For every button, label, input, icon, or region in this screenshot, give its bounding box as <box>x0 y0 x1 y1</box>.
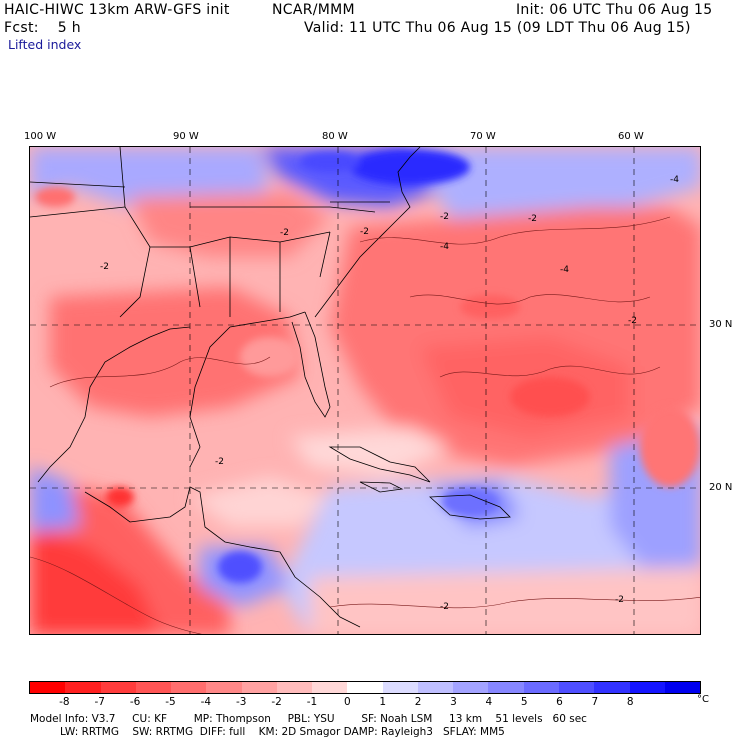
forecast-hour: Fcst: 5 h <box>4 20 81 36</box>
colorbar-tick-label: -1 <box>306 696 318 708</box>
colorbar <box>29 681 701 694</box>
colorbar-tick-label: 2 <box>414 696 422 708</box>
colorbar-segment <box>135 682 172 693</box>
colorbar-segment <box>664 682 701 693</box>
colorbar-segment <box>312 682 348 693</box>
colorbar-segment <box>417 682 454 693</box>
contour-label: -2 <box>528 214 537 224</box>
contour-label-layer: -2 -2 -2 -2 -2 -2 -4 -4 -4 -2 -2 -2 <box>100 175 679 612</box>
valid-time: Valid: 11 UTC Thu 06 Aug 15 (09 LDT Thu … <box>304 20 691 36</box>
colorbar-tick-label: -4 <box>200 696 212 708</box>
field-name: Lifted index <box>8 37 82 52</box>
contour-lines <box>30 216 700 634</box>
colorbar-tick-label: 8 <box>626 696 634 708</box>
colorbar-unit: °C <box>697 694 709 705</box>
lon-label-80w: 80 W <box>322 131 348 142</box>
colorbar-segment <box>241 682 277 693</box>
init-time: Init: 06 UTC Thu 06 Aug 15 <box>516 2 713 18</box>
colorbar-tick-label: 4 <box>485 696 493 708</box>
lat-label-20n: 20 N <box>709 482 733 493</box>
colorbar-segment <box>629 682 665 693</box>
colorbar-tick-label: 3 <box>450 696 457 708</box>
lon-label-60w: 60 W <box>618 131 644 142</box>
contour-label: -4 <box>670 175 679 185</box>
colorbar-segment <box>100 682 136 693</box>
lon-label-100w: 100 W <box>24 131 57 142</box>
model-title: HAIC-HIWC 13km ARW-GFS init <box>4 2 230 18</box>
contour-label: -2 <box>100 262 109 272</box>
contour-label: -2 <box>440 602 449 612</box>
contour-label: -2 <box>440 212 449 222</box>
field-detail <box>35 149 700 583</box>
colorbar-tick-label: 6 <box>556 696 563 708</box>
colorbar-segment <box>594 682 630 693</box>
colorbar-segment <box>171 682 207 693</box>
colorbar-tick-label: -7 <box>94 696 105 708</box>
contour-label: -2 <box>280 228 289 238</box>
contour-label: -2 <box>360 227 369 237</box>
colorbar-segment <box>30 682 66 693</box>
colorbar-tick-label: 0 <box>343 696 351 708</box>
colorbar-tick-label: 1 <box>379 696 387 708</box>
lat-label-30n: 30 N <box>709 319 733 330</box>
colorbar-segment <box>488 682 524 693</box>
colorbar-segment <box>65 682 101 693</box>
colorbar-tick-label: -2 <box>271 696 282 708</box>
colorbar-labels: -8 -7 -6 -5 -4 -3 -2 -1 0 1 2 3 4 5 6 7 8 <box>29 696 701 708</box>
coastlines-borders <box>30 147 511 628</box>
colorbar-segment <box>347 682 383 693</box>
lon-label-70w: 70 W <box>470 131 496 142</box>
colorbar-tick-label: -5 <box>165 696 176 708</box>
colorbar-segment <box>206 682 242 693</box>
contour-label: -2 <box>615 595 624 605</box>
model-info-line2: LW: RRTMG SW: RRTMG DIFF: full KM: 2D Sm… <box>30 726 505 738</box>
colorbar-segment <box>382 682 418 693</box>
org-label: NCAR/MMM <box>272 2 355 18</box>
lifted-index-map: -2 -2 -2 -2 -2 -2 -4 -4 -4 -2 -2 -2 <box>29 146 701 635</box>
map-canvas: -2 -2 -2 -2 -2 -2 -4 -4 -4 -2 -2 -2 <box>30 147 700 634</box>
contour-label: -2 <box>628 316 637 326</box>
contour-label: -2 <box>215 457 224 467</box>
contour-label: -4 <box>560 265 569 275</box>
colorbar-tick-label: 7 <box>591 696 599 708</box>
colorbar-tick-label: -8 <box>59 696 70 708</box>
colorbar-segment <box>276 682 313 693</box>
colorbar-segment <box>453 682 489 693</box>
colorbar-tick-label: 5 <box>520 696 528 708</box>
colorbar-segment <box>523 682 559 693</box>
colorbar-tick-label: -6 <box>129 696 141 708</box>
graticule <box>30 147 700 634</box>
colorbar-tick-label: -3 <box>235 696 247 708</box>
model-info-line1: Model Info: V3.7 CU: KF MP: Thompson PBL… <box>30 713 587 725</box>
lon-label-90w: 90 W <box>173 131 199 142</box>
contour-label: -4 <box>440 242 449 252</box>
colorbar-segment <box>558 682 595 693</box>
